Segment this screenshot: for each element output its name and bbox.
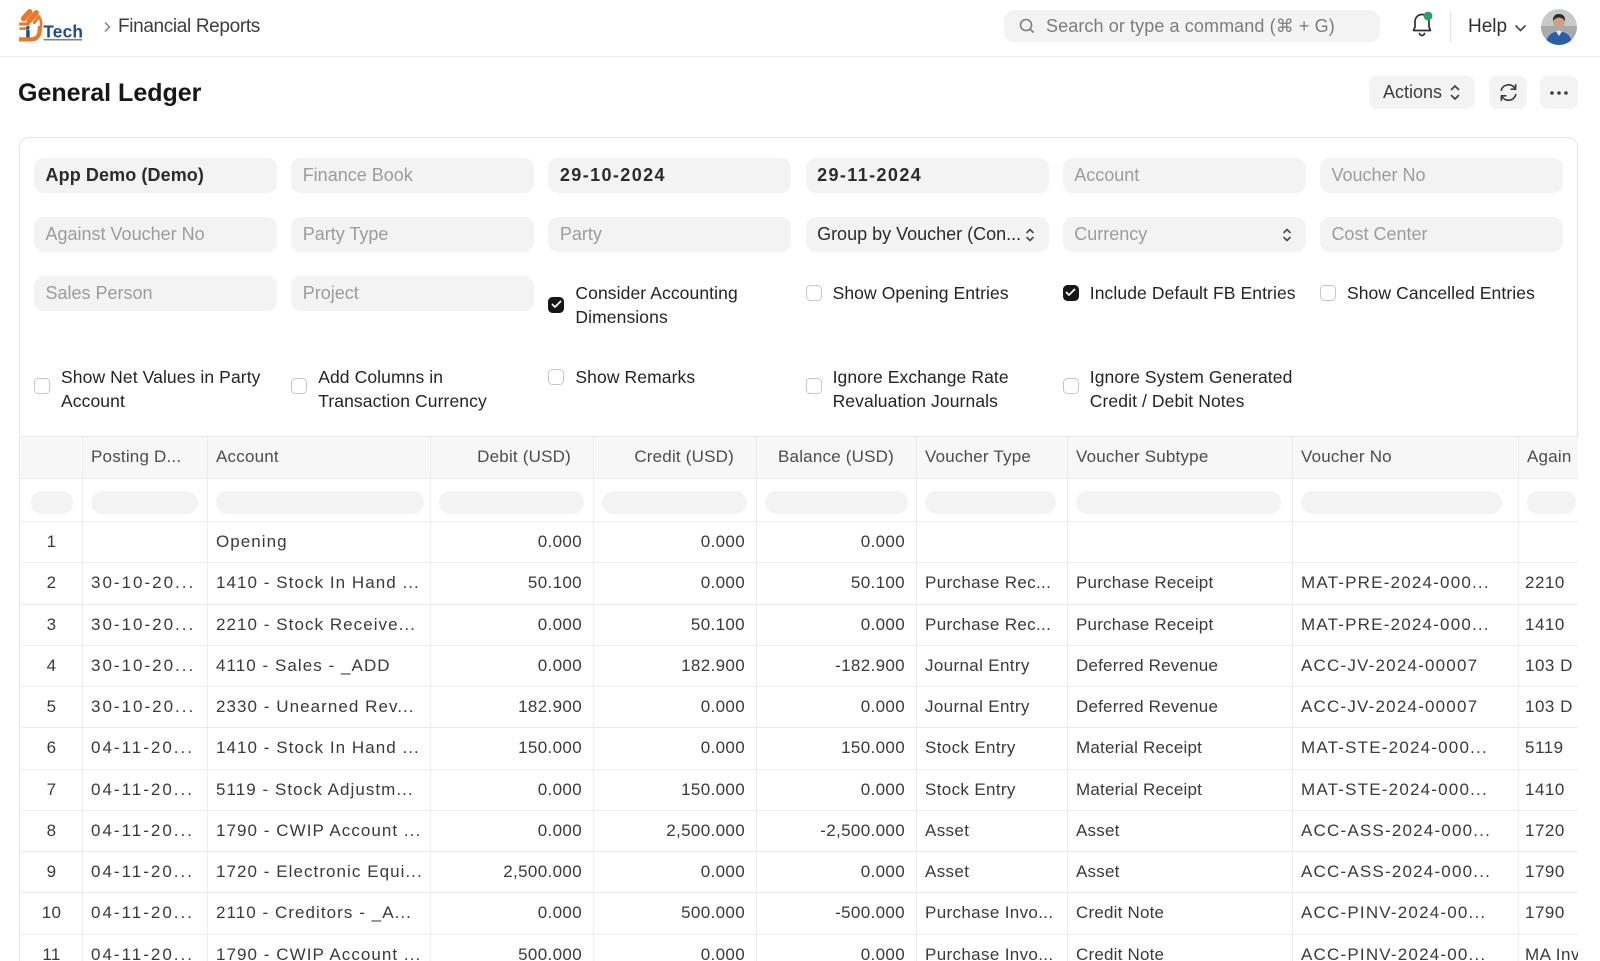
svg-text:Tech: Tech [43, 22, 83, 42]
